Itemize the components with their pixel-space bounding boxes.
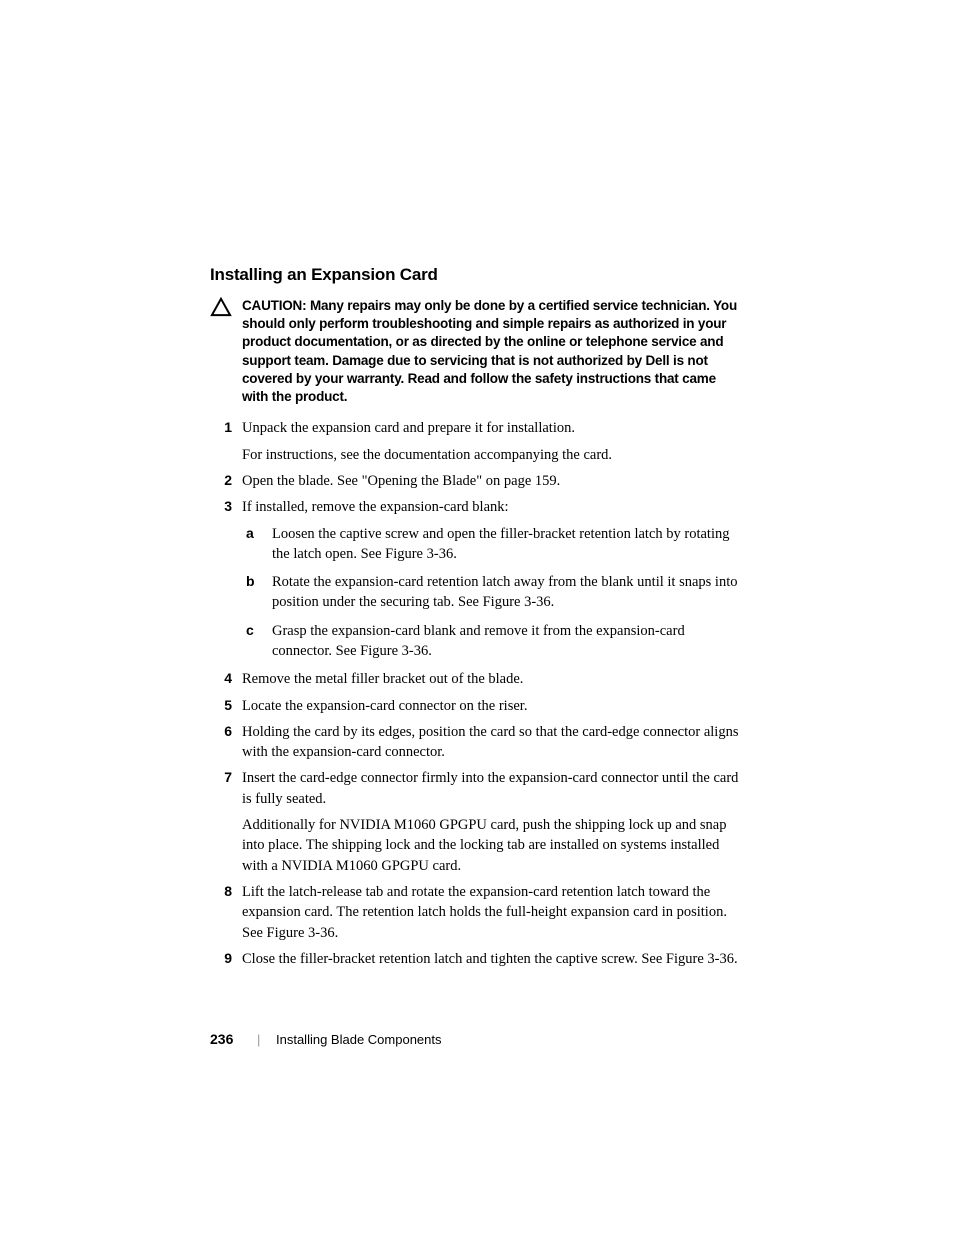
sub-step-text: Rotate the expansion-card retention latc…: [272, 574, 737, 610]
step-number: 3: [214, 497, 232, 517]
step-text: Open the blade. See "Opening the Blade" …: [242, 471, 739, 491]
sub-step-letter: c: [246, 621, 254, 641]
step-number: 5: [214, 696, 232, 716]
sub-step-item: b Rotate the expansion-card retention la…: [242, 572, 739, 613]
step-item: 3 If installed, remove the expansion-car…: [210, 497, 739, 661]
section-heading: Installing an Expansion Card: [210, 265, 739, 285]
step-item: 9 Close the filler-bracket retention lat…: [210, 949, 739, 969]
step-number: 1: [214, 418, 232, 438]
sub-steps-list: a Loosen the captive screw and open the …: [242, 524, 739, 662]
step-text: Unpack the expansion card and prepare it…: [242, 418, 739, 438]
sub-step-item: a Loosen the captive screw and open the …: [242, 524, 739, 565]
caution-text: Many repairs may only be done by a certi…: [242, 298, 737, 404]
step-text: If installed, remove the expansion-card …: [242, 497, 739, 517]
main-steps-list: 1 Unpack the expansion card and prepare …: [210, 418, 739, 969]
step-item: 1 Unpack the expansion card and prepare …: [210, 418, 739, 465]
step-text: Holding the card by its edges, position …: [242, 722, 739, 763]
footer-section-title: Installing Blade Components: [276, 1032, 442, 1047]
step-number: 9: [214, 949, 232, 969]
step-text: For instructions, see the documentation …: [242, 445, 739, 465]
step-item: 5 Locate the expansion-card connector on…: [210, 696, 739, 716]
step-item: 8 Lift the latch-release tab and rotate …: [210, 882, 739, 943]
sub-step-text: Loosen the captive screw and open the fi…: [272, 526, 730, 562]
step-item: 2 Open the blade. See "Opening the Blade…: [210, 471, 739, 491]
step-item: 6 Holding the card by its edges, positio…: [210, 722, 739, 763]
step-text: Close the filler-bracket retention latch…: [242, 949, 739, 969]
step-item: 7 Insert the card-edge connector firmly …: [210, 768, 739, 875]
footer-divider: |: [257, 1032, 260, 1047]
sub-step-text: Grasp the expansion-card blank and remov…: [272, 623, 685, 659]
page-footer: 236 | Installing Blade Components: [210, 1031, 442, 1047]
step-text: Remove the metal filler bracket out of t…: [242, 669, 739, 689]
page-number: 236: [210, 1031, 233, 1047]
caution-triangle-icon: [210, 297, 232, 322]
sub-step-letter: a: [246, 524, 254, 544]
caution-block: CAUTION: Many repairs may only be done b…: [242, 297, 739, 406]
step-item: 4 Remove the metal filler bracket out of…: [210, 669, 739, 689]
sub-step-item: c Grasp the expansion-card blank and rem…: [242, 621, 739, 662]
step-number: 2: [214, 471, 232, 491]
step-text: Additionally for NVIDIA M1060 GPGPU card…: [242, 815, 739, 876]
step-number: 7: [214, 768, 232, 788]
sub-step-letter: b: [246, 572, 255, 592]
caution-label: CAUTION:: [242, 298, 306, 313]
step-number: 4: [214, 669, 232, 689]
step-text: Locate the expansion-card connector on t…: [242, 696, 739, 716]
step-text: Lift the latch-release tab and rotate th…: [242, 882, 739, 943]
step-number: 8: [214, 882, 232, 902]
document-page: Installing an Expansion Card CAUTION: Ma…: [0, 0, 954, 969]
step-text: Insert the card-edge connector firmly in…: [242, 768, 739, 809]
step-number: 6: [214, 722, 232, 742]
